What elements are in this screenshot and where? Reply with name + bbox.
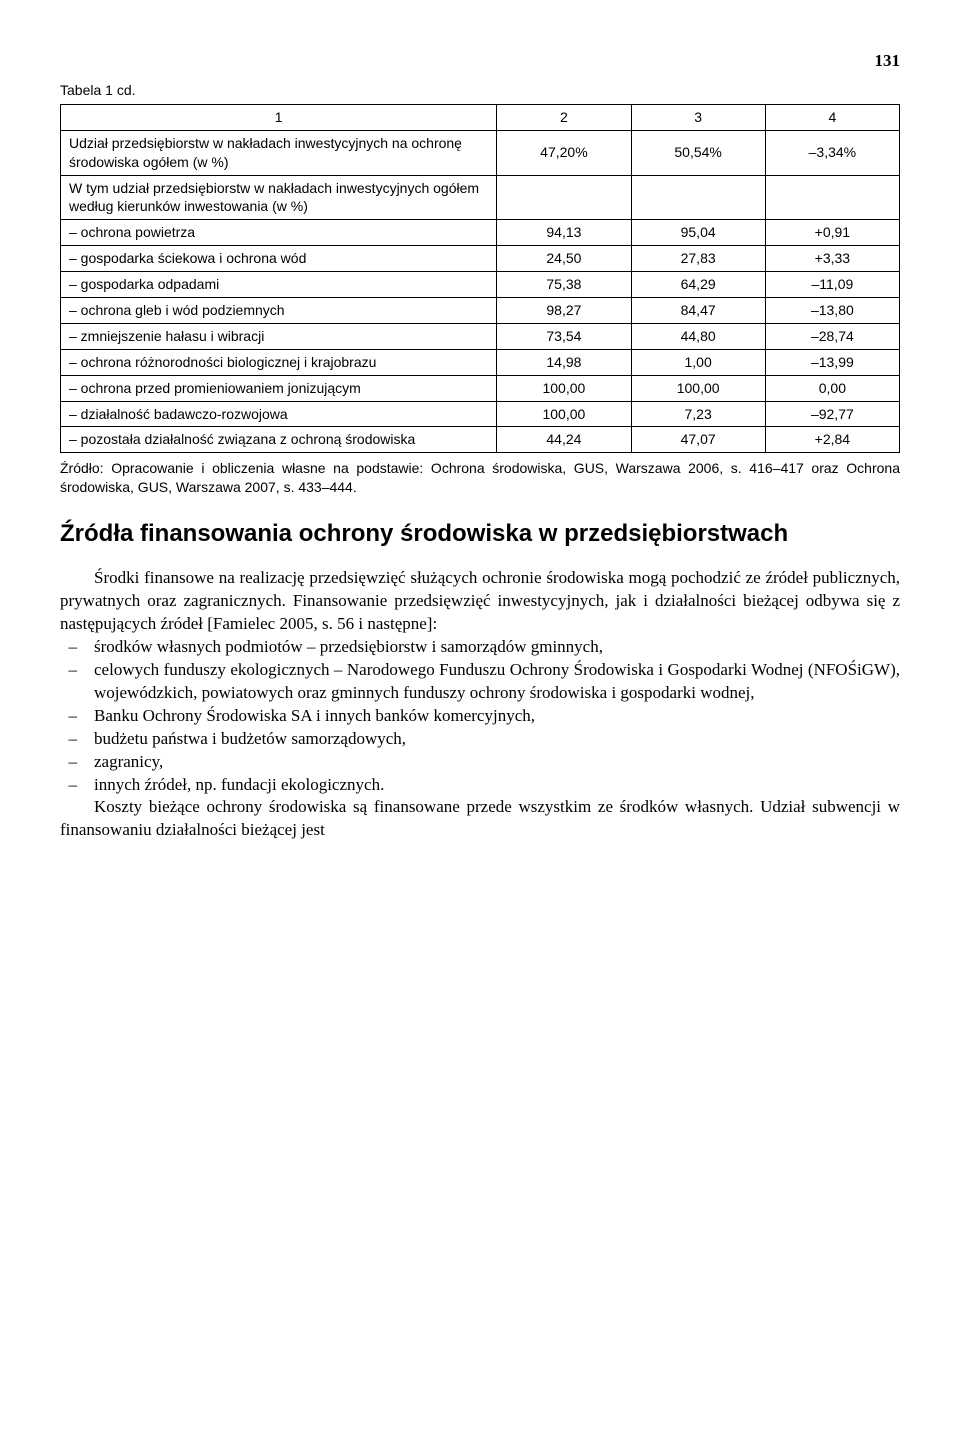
data-table: 1 2 3 4 Udział przedsiębiorstw w nakłada… bbox=[60, 104, 900, 453]
row-value: 27,83 bbox=[631, 246, 765, 272]
body-paragraph-1: Środki finansowe na realizację przedsięw… bbox=[60, 567, 900, 636]
row-value bbox=[631, 175, 765, 220]
table-continuation-label: Tabela 1 cd. bbox=[60, 81, 900, 100]
row-label: Udział przedsiębiorstw w nakładach inwes… bbox=[61, 130, 497, 175]
list-item: Banku Ochrony Środowiska SA i innych ban… bbox=[60, 705, 900, 728]
row-value: +2,84 bbox=[765, 427, 899, 453]
row-label: – ochrona gleb i wód podziemnych bbox=[61, 297, 497, 323]
row-value: 64,29 bbox=[631, 272, 765, 298]
row-label: – ochrona powietrza bbox=[61, 220, 497, 246]
row-value: –28,74 bbox=[765, 323, 899, 349]
table-row: – ochrona gleb i wód podziemnych98,2784,… bbox=[61, 297, 900, 323]
row-label: – gospodarka odpadami bbox=[61, 272, 497, 298]
row-value: 47,20% bbox=[497, 130, 631, 175]
table-row: – działalność badawczo-rozwojowa100,007,… bbox=[61, 401, 900, 427]
row-value: –3,34% bbox=[765, 130, 899, 175]
row-value: 73,54 bbox=[497, 323, 631, 349]
table-row: – pozostała działalność związana z ochro… bbox=[61, 427, 900, 453]
list-item: celowych funduszy ekologicznych – Narodo… bbox=[60, 659, 900, 705]
table-row: W tym udział przedsiębiorstw w nakładach… bbox=[61, 175, 900, 220]
table-row: – ochrona powietrza94,1395,04+0,91 bbox=[61, 220, 900, 246]
row-value: 95,04 bbox=[631, 220, 765, 246]
row-value: 44,24 bbox=[497, 427, 631, 453]
row-value: +0,91 bbox=[765, 220, 899, 246]
table-row: – gospodarka ściekowa i ochrona wód24,50… bbox=[61, 246, 900, 272]
list-item: innych źródeł, np. fundacji ekologicznyc… bbox=[60, 774, 900, 797]
list-item: budżetu państwa i budżetów samorządowych… bbox=[60, 728, 900, 751]
row-value: 100,00 bbox=[631, 375, 765, 401]
row-label: – zmniejszenie hałasu i wibracji bbox=[61, 323, 497, 349]
row-label: – działalność badawczo-rozwojowa bbox=[61, 401, 497, 427]
row-value: 100,00 bbox=[497, 375, 631, 401]
row-value: 7,23 bbox=[631, 401, 765, 427]
row-value: –13,99 bbox=[765, 349, 899, 375]
row-label: – ochrona różnorodności biologicznej i k… bbox=[61, 349, 497, 375]
section-heading: Źródła finansowania ochrony środowiska w… bbox=[60, 519, 900, 549]
col-header-4: 4 bbox=[765, 104, 899, 130]
row-value: 1,00 bbox=[631, 349, 765, 375]
row-value: –92,77 bbox=[765, 401, 899, 427]
col-header-3: 3 bbox=[631, 104, 765, 130]
row-value: 14,98 bbox=[497, 349, 631, 375]
table-row: Udział przedsiębiorstw w nakładach inwes… bbox=[61, 130, 900, 175]
row-label: – ochrona przed promieniowaniem jonizują… bbox=[61, 375, 497, 401]
list-item: środków własnych podmiotów – przedsiębio… bbox=[60, 636, 900, 659]
page-number: 131 bbox=[60, 50, 900, 73]
table-row: – zmniejszenie hałasu i wibracji73,5444,… bbox=[61, 323, 900, 349]
table-row: – ochrona przed promieniowaniem jonizują… bbox=[61, 375, 900, 401]
dash-list: środków własnych podmiotów – przedsiębio… bbox=[60, 636, 900, 797]
row-value: 100,00 bbox=[497, 401, 631, 427]
row-value: 0,00 bbox=[765, 375, 899, 401]
table-source-note: Źródło: Opracowanie i obliczenia własne … bbox=[60, 459, 900, 497]
row-value: 94,13 bbox=[497, 220, 631, 246]
col-header-2: 2 bbox=[497, 104, 631, 130]
row-value: 75,38 bbox=[497, 272, 631, 298]
col-header-1: 1 bbox=[61, 104, 497, 130]
row-value bbox=[765, 175, 899, 220]
row-value: 84,47 bbox=[631, 297, 765, 323]
row-value bbox=[497, 175, 631, 220]
table-row: – ochrona różnorodności biologicznej i k… bbox=[61, 349, 900, 375]
table-row: – gospodarka odpadami75,3864,29–11,09 bbox=[61, 272, 900, 298]
row-label: – pozostała działalność związana z ochro… bbox=[61, 427, 497, 453]
row-value: 44,80 bbox=[631, 323, 765, 349]
list-item: zagranicy, bbox=[60, 751, 900, 774]
row-value: 50,54% bbox=[631, 130, 765, 175]
row-label: – gospodarka ściekowa i ochrona wód bbox=[61, 246, 497, 272]
row-label: W tym udział przedsiębiorstw w nakładach… bbox=[61, 175, 497, 220]
row-value: 47,07 bbox=[631, 427, 765, 453]
row-value: +3,33 bbox=[765, 246, 899, 272]
row-value: 24,50 bbox=[497, 246, 631, 272]
row-value: –11,09 bbox=[765, 272, 899, 298]
table-header-row: 1 2 3 4 bbox=[61, 104, 900, 130]
body-paragraph-2: Koszty bieżące ochrony środowiska są fin… bbox=[60, 796, 900, 842]
row-value: –13,80 bbox=[765, 297, 899, 323]
row-value: 98,27 bbox=[497, 297, 631, 323]
